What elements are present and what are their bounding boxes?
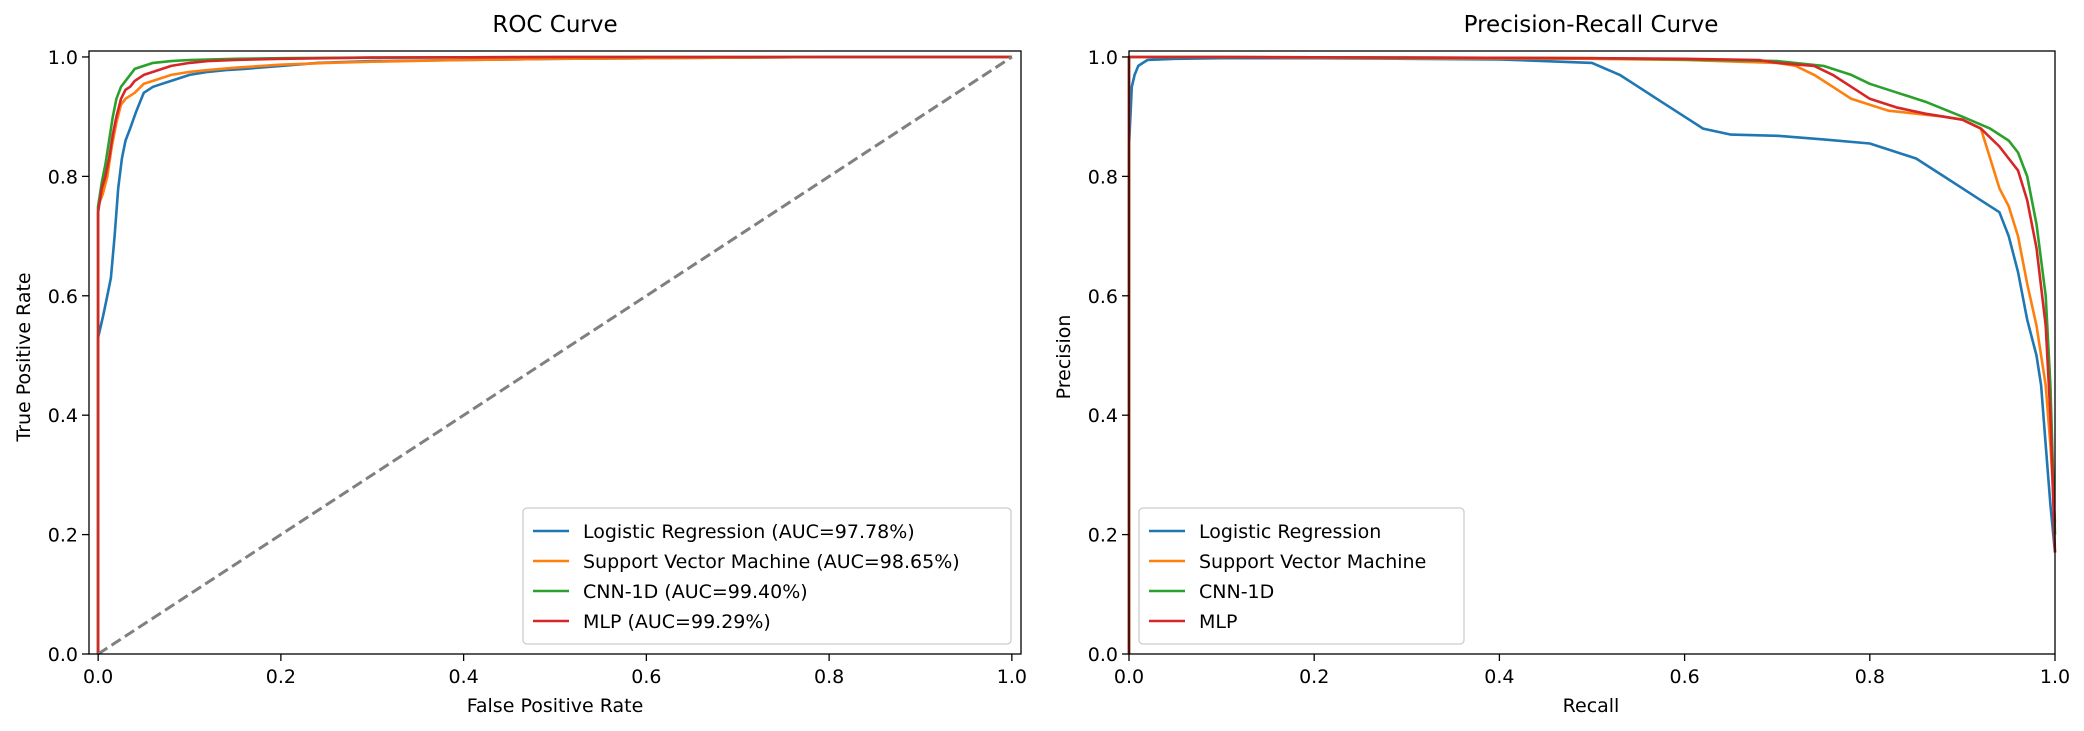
pr-x-tick-label: 1.0	[2040, 666, 2070, 688]
pr-x-tick-label: 0.2	[1299, 666, 1329, 688]
pr-y-tick-label: 0.2	[1088, 525, 1118, 547]
roc-y-tick-label: 0.4	[48, 405, 78, 427]
pr-y-tick-label: 1.0	[1088, 47, 1118, 69]
pr-legend-entry: Support Vector Machine	[1199, 551, 1426, 573]
roc-legend-box	[522, 507, 1012, 645]
pr-legend: Logistic Regression Support Vector Machin…	[1138, 507, 1465, 645]
pr-legend-entry: MLP	[1199, 611, 1237, 633]
roc-x-tick-label: 0.4	[449, 666, 479, 688]
roc-y-tick-label: 0.8	[48, 166, 78, 188]
roc-chart-title: ROC Curve	[492, 12, 617, 38]
roc-y-tick-label: 0.0	[48, 644, 78, 666]
roc-legend-entry: MLP (AUC=99.29%)	[583, 611, 771, 633]
roc-x-tick-label: 1.0	[997, 666, 1027, 688]
roc-legend-entry: CNN-1D (AUC=99.40%)	[583, 581, 808, 603]
pr-series-line-0	[1127, 56, 2057, 654]
roc-y-axis-label: True Positive Rate	[13, 272, 35, 442]
pr-y-tick-label: 0.0	[1088, 644, 1118, 666]
pr-plot-area	[1127, 55, 2057, 654]
roc-legend-entry: Logistic Regression (AUC=97.78%)	[583, 521, 915, 543]
pr-chart: Precision-Recall Curve Recall Precision …	[1053, 12, 2070, 717]
roc-legend-entry: Support Vector Machine (AUC=98.65%)	[583, 551, 960, 573]
roc-series-line-chance	[97, 55, 1013, 656]
roc-y-tick-label: 0.2	[48, 525, 78, 547]
pr-y-tick-label: 0.4	[1088, 405, 1118, 427]
roc-y-tick-label: 0.6	[48, 286, 78, 308]
pr-chart-title: Precision-Recall Curve	[1464, 12, 1719, 38]
roc-y-tick-label: 1.0	[48, 47, 78, 69]
roc-x-axis-label: False Positive Rate	[467, 695, 644, 717]
roc-legend: Logistic Regression (AUC=97.78%) Support …	[522, 507, 1012, 645]
pr-y-tick-label: 0.6	[1088, 286, 1118, 308]
roc-chart: ROC Curve False Positive Rate True Posit…	[13, 12, 1027, 717]
roc-series-line-3	[96, 55, 1012, 654]
roc-x-tick-label: 0.0	[83, 666, 113, 688]
pr-x-tick-label: 0.4	[1484, 666, 1514, 688]
roc-plot-area	[96, 55, 1013, 656]
pr-x-tick-label: 0.6	[1669, 666, 1699, 688]
roc-x-tick-label: 0.8	[814, 666, 844, 688]
pr-y-tick-label: 0.8	[1088, 166, 1118, 188]
pr-axes-frame	[1128, 50, 2056, 655]
roc-axes-frame	[88, 50, 1022, 655]
pr-legend-entry: Logistic Regression	[1199, 521, 1381, 543]
roc-x-tick-label: 0.6	[631, 666, 661, 688]
pr-x-tick-label: 0.8	[1855, 666, 1885, 688]
pr-legend-entry: CNN-1D	[1199, 581, 1274, 603]
pr-legend-box	[1138, 507, 1465, 645]
roc-x-tick-label: 0.2	[266, 666, 296, 688]
pr-y-axis-label: Precision	[1053, 315, 1075, 400]
pr-x-axis-label: Recall	[1563, 695, 1620, 717]
pr-series-line-3	[1127, 55, 2057, 654]
pr-x-tick-label: 0.0	[1114, 666, 1144, 688]
